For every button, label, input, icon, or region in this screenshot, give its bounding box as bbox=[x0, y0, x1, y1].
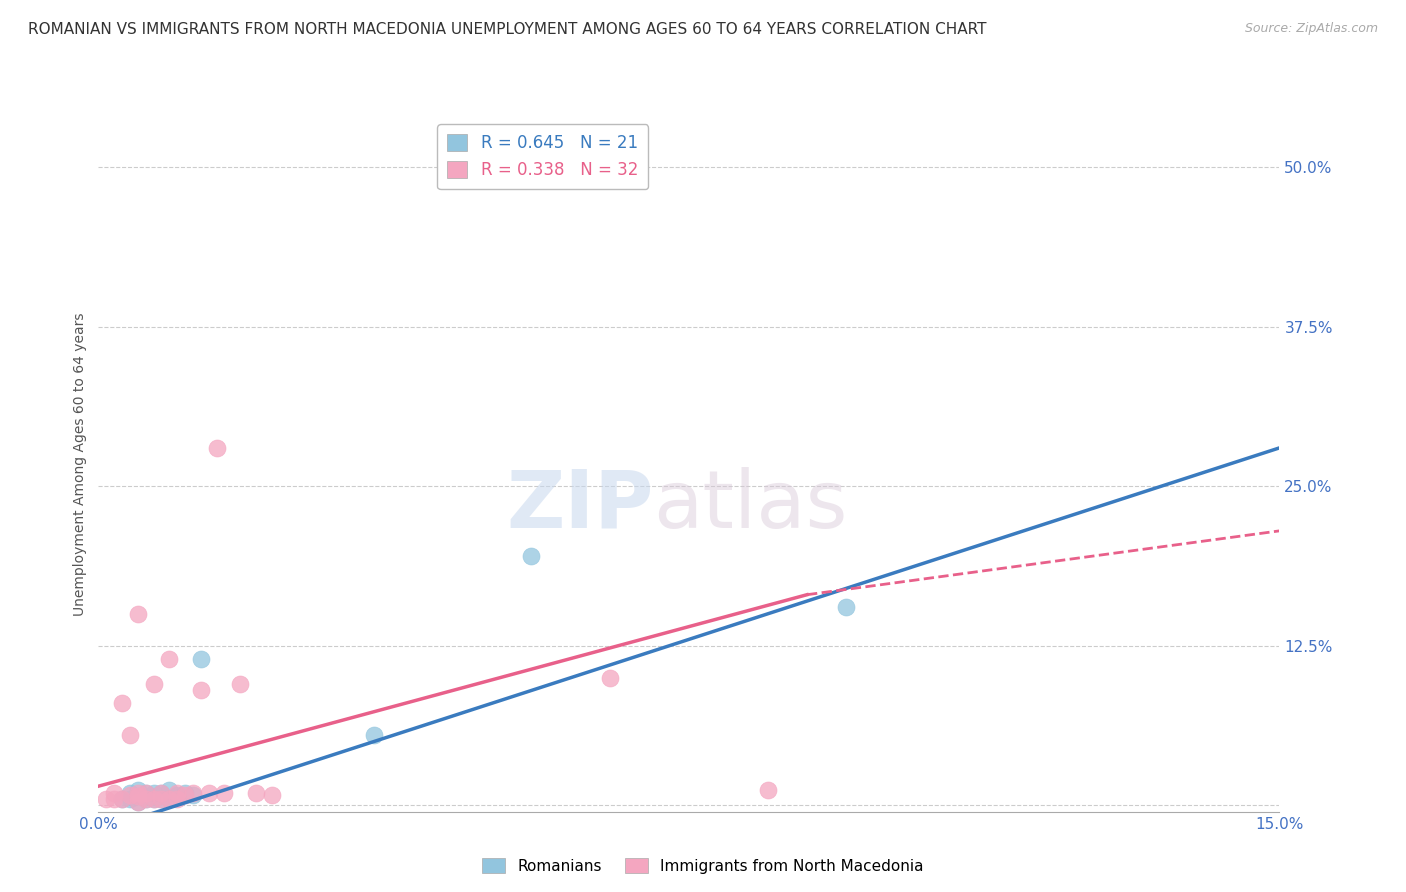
Point bbox=[181, 786, 204, 800]
Point bbox=[157, 792, 180, 806]
Text: atlas: atlas bbox=[654, 467, 848, 545]
Point bbox=[190, 651, 212, 665]
Point bbox=[166, 786, 188, 800]
Point bbox=[135, 786, 157, 800]
Point bbox=[756, 783, 779, 797]
Point bbox=[127, 783, 149, 797]
Point bbox=[118, 788, 141, 802]
Point bbox=[835, 600, 858, 615]
Point bbox=[127, 789, 149, 804]
Point bbox=[166, 792, 188, 806]
Point bbox=[135, 786, 157, 800]
Point bbox=[157, 783, 180, 797]
Legend: R = 0.645   N = 21, R = 0.338   N = 32: R = 0.645 N = 21, R = 0.338 N = 32 bbox=[437, 124, 648, 189]
Text: Source: ZipAtlas.com: Source: ZipAtlas.com bbox=[1244, 22, 1378, 36]
Point bbox=[599, 671, 621, 685]
Point bbox=[174, 788, 197, 802]
Point bbox=[157, 651, 180, 665]
Point bbox=[111, 792, 134, 806]
Point bbox=[142, 792, 165, 806]
Point bbox=[157, 792, 180, 806]
Point bbox=[150, 792, 173, 806]
Point bbox=[96, 792, 118, 806]
Point bbox=[118, 786, 141, 800]
Point bbox=[260, 788, 283, 802]
Point bbox=[363, 728, 385, 742]
Point bbox=[181, 788, 204, 802]
Point bbox=[127, 795, 149, 809]
Point bbox=[166, 788, 188, 802]
Point bbox=[135, 792, 157, 806]
Point bbox=[111, 792, 134, 806]
Point bbox=[127, 607, 149, 621]
Point bbox=[150, 792, 173, 806]
Point bbox=[142, 792, 165, 806]
Point bbox=[150, 786, 173, 800]
Y-axis label: Unemployment Among Ages 60 to 64 years: Unemployment Among Ages 60 to 64 years bbox=[73, 312, 87, 615]
Point bbox=[205, 441, 228, 455]
Point bbox=[142, 786, 165, 800]
Point bbox=[118, 728, 141, 742]
Point bbox=[245, 786, 267, 800]
Legend: Romanians, Immigrants from North Macedonia: Romanians, Immigrants from North Macedon… bbox=[477, 852, 929, 880]
Point bbox=[111, 696, 134, 710]
Point bbox=[103, 792, 125, 806]
Point bbox=[190, 683, 212, 698]
Point bbox=[214, 786, 236, 800]
Point bbox=[150, 786, 173, 800]
Point bbox=[103, 786, 125, 800]
Point bbox=[135, 792, 157, 806]
Point bbox=[197, 786, 219, 800]
Text: ZIP: ZIP bbox=[506, 467, 654, 545]
Point bbox=[127, 795, 149, 809]
Point bbox=[142, 677, 165, 691]
Point bbox=[229, 677, 252, 691]
Point bbox=[127, 789, 149, 804]
Point bbox=[127, 786, 149, 800]
Text: ROMANIAN VS IMMIGRANTS FROM NORTH MACEDONIA UNEMPLOYMENT AMONG AGES 60 TO 64 YEA: ROMANIAN VS IMMIGRANTS FROM NORTH MACEDO… bbox=[28, 22, 987, 37]
Point bbox=[118, 792, 141, 806]
Point bbox=[174, 786, 197, 800]
Point bbox=[520, 549, 543, 564]
